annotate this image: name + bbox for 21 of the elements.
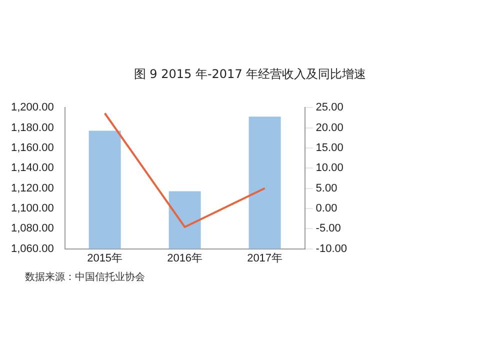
x-tick-label: 2015年 bbox=[87, 252, 123, 264]
y2-tick-label: -10.00 bbox=[316, 242, 348, 255]
y-tick-label: 1,080.00 bbox=[10, 222, 54, 235]
y-tick-label: 1,140.00 bbox=[10, 162, 54, 174]
source-note: 数据来源：中国信托业协会 bbox=[25, 270, 145, 284]
y2-tick-label: 15.00 bbox=[316, 142, 344, 154]
chart-title: 图 9 2015 年-2017 年经营收入及同比增速 bbox=[132, 66, 368, 83]
y-tick-label: 1,120.00 bbox=[10, 182, 54, 194]
y2-tick-label: 10.00 bbox=[316, 162, 344, 174]
y-tick-label: 1,160.00 bbox=[10, 142, 54, 154]
y2-tick-label: 5.00 bbox=[316, 182, 338, 194]
y-tick-label: 1,200.00 bbox=[10, 102, 54, 114]
y-tick-label: 1,180.00 bbox=[10, 122, 54, 134]
x-tick-label: 2017年 bbox=[247, 252, 283, 264]
y2-tick-label: 0.00 bbox=[316, 202, 338, 214]
y-tick-label: 1,100.00 bbox=[10, 202, 54, 214]
x-tick-label: 2016年 bbox=[167, 252, 203, 264]
y2-tick-label: 20.00 bbox=[316, 122, 344, 134]
y-tick-label: 1,060.00 bbox=[10, 242, 54, 255]
y2-tick-label: 25.00 bbox=[316, 102, 344, 114]
y2-tick-label: -5.00 bbox=[316, 222, 341, 235]
